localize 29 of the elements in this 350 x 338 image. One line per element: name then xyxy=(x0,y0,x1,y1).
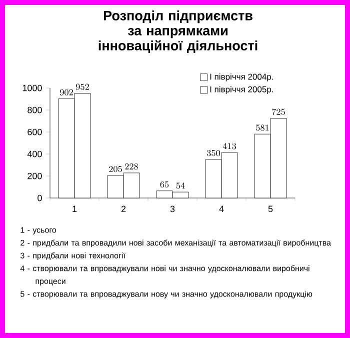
x-tick-label: 4 xyxy=(219,206,224,212)
data-label: 902 xyxy=(60,89,73,96)
text: 5 - створювали та впроваджували нову чи значно удосконалювали продукцію xyxy=(20,290,312,298)
data-label: 413 xyxy=(222,142,236,150)
text: 2 - придбали та впровадили нові засоби механізації та автоматизації виробництва xyxy=(20,240,332,248)
x-tick-label: 1 xyxy=(72,206,77,212)
text: 3 - придбали нові технології xyxy=(20,252,126,260)
y-tick-label: 600 xyxy=(28,128,42,136)
data-label: 952 xyxy=(76,84,89,90)
data-label: 65 xyxy=(160,181,169,188)
x-tick-label: 3 xyxy=(170,206,175,212)
legend-label: І півріччя 2005р. xyxy=(210,86,273,94)
data-label: 205 xyxy=(109,166,122,172)
text: 1 - усього xyxy=(20,227,56,234)
y-tick-label: 800 xyxy=(28,106,42,114)
data-label: 581 xyxy=(256,124,269,131)
legend-label: І півріччя 2004р. xyxy=(210,73,273,82)
data-label: 228 xyxy=(125,163,138,170)
chart-title: Розподіл підприємств за напрямками інноваційної діяльності xyxy=(98,10,258,53)
data-label: 350 xyxy=(206,150,220,156)
text: 4 - створювали та впроваджували нові чи значно удосконалювали виробничі процеси xyxy=(20,265,310,286)
y-tick-label: 0 xyxy=(38,194,42,202)
data-label: 725 xyxy=(272,108,285,115)
y-tick-label: 400 xyxy=(27,150,42,158)
y-tick-label: 200 xyxy=(28,172,42,180)
data-label: 54 xyxy=(176,182,185,189)
y-tick-label: 1000 xyxy=(22,84,42,92)
x-tick-label: 2 xyxy=(121,206,126,212)
x-tick-label: 5 xyxy=(268,206,273,212)
